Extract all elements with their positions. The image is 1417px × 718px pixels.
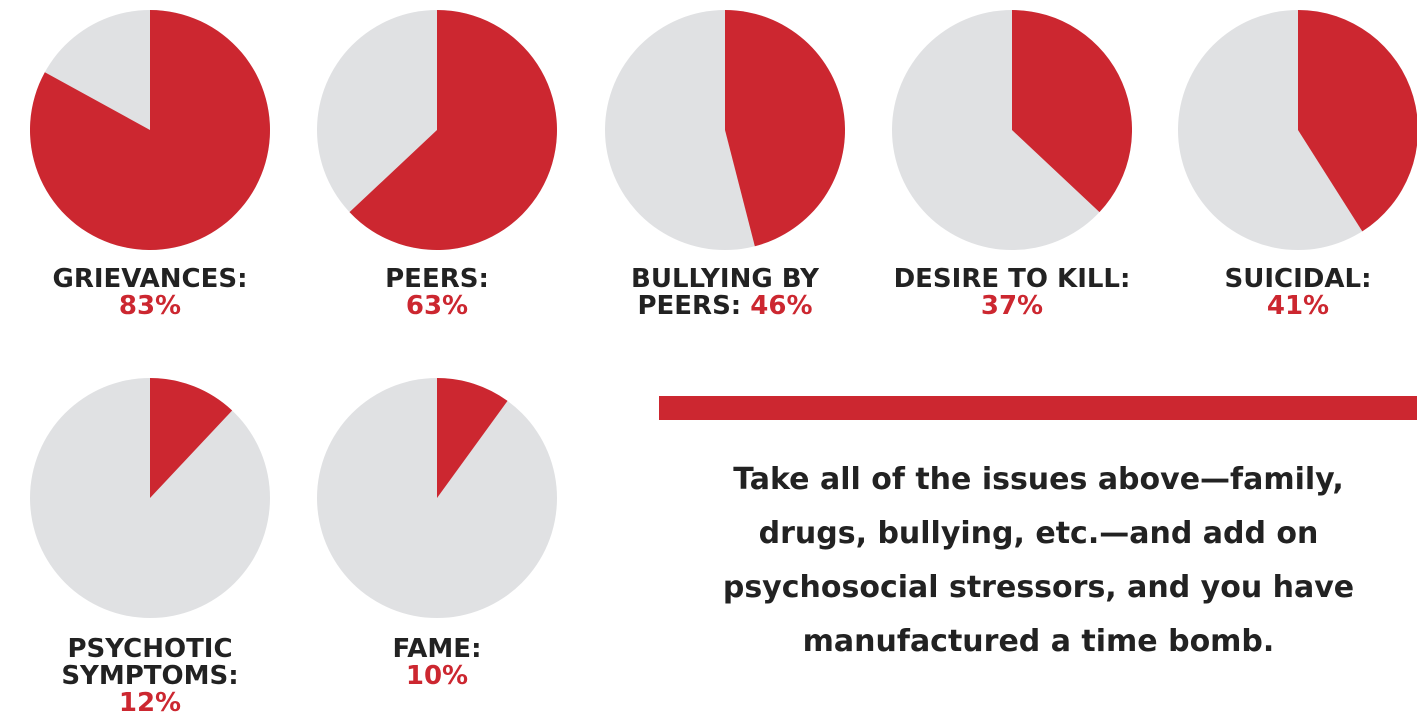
pie-label-grievances: GRIEVANCES: 83% [30, 266, 270, 320]
pie-label-fame: FAME: 10% [317, 636, 557, 690]
pie-label-text: GRIEVANCES: [53, 264, 248, 294]
pie-value-text: 37% [981, 291, 1043, 321]
red-divider-bar [659, 396, 1417, 420]
pie-label-text: SUICIDAL: [1225, 264, 1372, 294]
pie-chart-peers [317, 10, 557, 250]
pie-label-text: FAME: [393, 634, 482, 664]
pie-chart-grievances [30, 10, 270, 250]
summary-quote: Take all of the issues above—family, dru… [680, 453, 1397, 669]
pie-value-text: 41% [1267, 291, 1329, 321]
pie-chart-psychotic [30, 378, 270, 618]
pie-chart-desire-to-kill [892, 10, 1132, 250]
pie-label-text: PSYCHOTIC [67, 634, 232, 664]
pie-label-desire-to-kill: DESIRE TO KILL: 37% [892, 266, 1132, 320]
pie-label-suicidal: SUICIDAL: 41% [1178, 266, 1417, 320]
pie-chart-bullying [605, 10, 845, 250]
pie-label-text-line2: PEERS: [637, 291, 741, 321]
pie-value-text: 12% [119, 688, 181, 718]
pie-label-text: BULLYING BY [631, 264, 819, 294]
pie-chart-suicidal [1178, 10, 1417, 250]
pie-value-text: 10% [406, 661, 468, 691]
pie-value-text: 46% [750, 291, 812, 321]
pie-label-bullying: BULLYING BY PEERS: 46% [605, 266, 845, 320]
pie-label-text: PEERS: [385, 264, 489, 294]
pie-chart-fame [317, 378, 557, 618]
pie-label-text: DESIRE TO KILL: [894, 264, 1131, 294]
pie-value-text: 83% [119, 291, 181, 321]
pie-label-peers: PEERS: 63% [317, 266, 557, 320]
pie-label-text-line2: SYMPTOMS: [61, 661, 238, 691]
pie-label-psychotic: PSYCHOTIC SYMPTOMS: 12% [30, 636, 270, 717]
pie-value-text: 63% [406, 291, 468, 321]
